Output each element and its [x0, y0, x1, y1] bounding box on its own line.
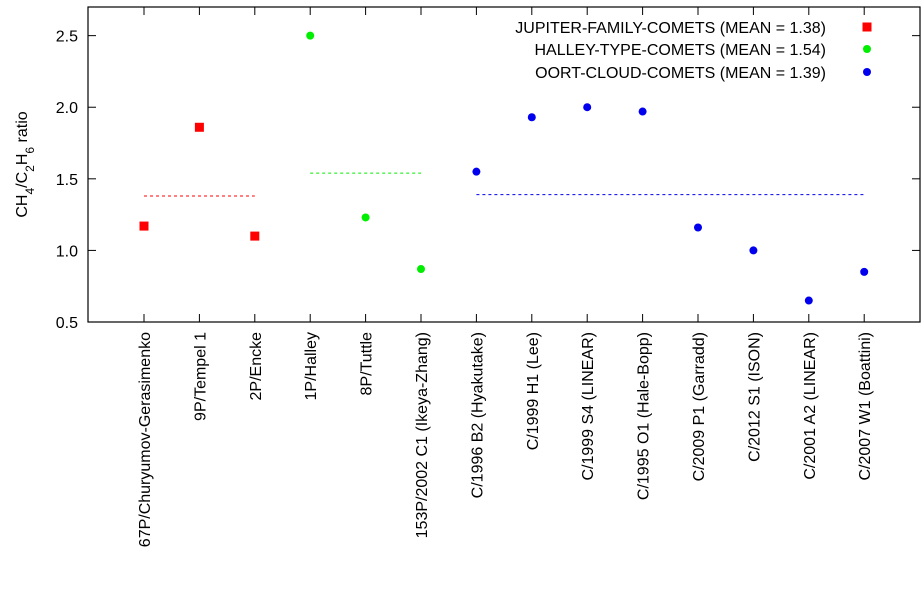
y-axis-label: CH4/C2H6 ratio	[14, 111, 37, 217]
data-point	[194, 122, 204, 132]
y-tick-label: 1.0	[56, 243, 78, 260]
data-point	[694, 223, 702, 232]
y-tick-label: 0.5	[56, 315, 78, 332]
legend-marker	[863, 45, 871, 53]
mean-lines	[144, 172, 865, 197]
data-point	[804, 296, 813, 305]
y-tick-label: 1.5	[56, 172, 78, 189]
legend-marker	[863, 68, 871, 76]
x-tick-label: 9P/Tempel 1	[192, 332, 209, 421]
x-tick-label: 1P/Halley	[303, 332, 320, 400]
x-tick-label: C/1995 O1 (Hale-Bopp)	[636, 332, 653, 500]
data-point	[250, 231, 260, 241]
x-tick-label: C/1999 H1 (Lee)	[525, 332, 542, 450]
plot-frame	[87, 6, 921, 323]
data-point	[638, 107, 647, 116]
x-axis-ticks: 67P/Churyumov-Gerasimenko 9P/Tempel 1 2P/E…	[137, 7, 874, 547]
data-point	[527, 113, 536, 122]
y-tick-label: 2.5	[56, 29, 78, 46]
x-tick-label: 2P/Encke	[248, 332, 265, 401]
x-tick-label: 8P/Tuttle	[359, 332, 376, 396]
data-points	[139, 31, 869, 305]
legend-marker	[862, 22, 872, 32]
x-tick-label: C/2001 A2 (LINEAR)	[802, 332, 819, 480]
x-tick-label: C/2012 S1 (ISON)	[746, 332, 763, 462]
x-tick-label: C/1996 B2 (Hyakutake)	[469, 332, 486, 498]
data-point	[749, 246, 758, 255]
x-tick-label: 153P/2002 C1 (Ikeya-Zhang)	[414, 332, 431, 538]
data-point	[583, 103, 592, 112]
legend-label: OORT-CLOUD-COMETS (MEAN = 1.39)	[535, 65, 826, 82]
y-tick-label: 2.0	[56, 100, 78, 117]
legend-label: HALLEY-TYPE-COMETS (MEAN = 1.54)	[535, 42, 827, 59]
data-point	[860, 267, 869, 276]
x-tick-label: C/1999 S4 (LINEAR)	[580, 332, 597, 481]
data-point	[417, 265, 425, 274]
legend-label: JUPITER-FAMILY-COMETS (MEAN = 1.38)	[515, 20, 826, 37]
x-tick-label: C/2009 P1 (Garradd)	[691, 332, 708, 481]
data-point	[472, 167, 481, 176]
x-tick-label: C/2007 W1 (Boattini)	[857, 332, 874, 481]
data-point	[361, 213, 370, 222]
data-point	[139, 221, 149, 231]
legend: JUPITER-FAMILY-COMETS (MEAN = 1.38) HALLE…	[515, 20, 872, 82]
x-tick-label: 67P/Churyumov-Gerasimenko	[137, 332, 154, 547]
data-point	[306, 31, 315, 40]
y-axis-ticks: 0.5 1.0 1.5 2.0 2.5	[56, 29, 920, 332]
